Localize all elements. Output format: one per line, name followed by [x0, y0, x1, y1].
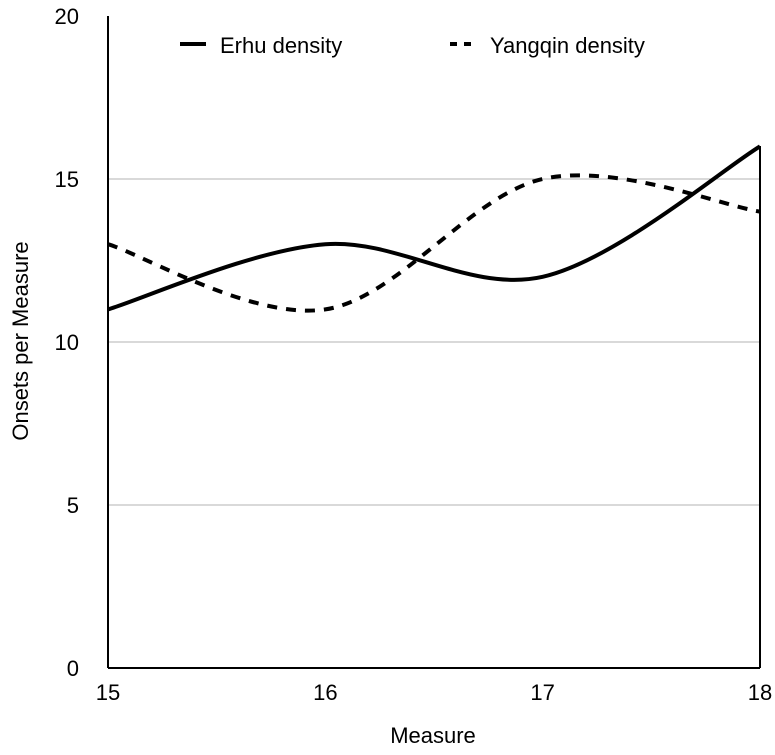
series-layer: [107, 144, 762, 313]
axis-layer: [107, 16, 761, 669]
x-tick-label-16: 16: [313, 680, 337, 705]
legend-item-erhu: Erhu density: [180, 33, 342, 58]
x-tick-label-18: 18: [748, 680, 772, 705]
y-tick-label-10: 10: [55, 330, 79, 355]
series-line-erhu: [107, 144, 762, 312]
y-tick-label-5: 5: [67, 493, 79, 518]
x-tick-label-17: 17: [530, 680, 554, 705]
grid-layer: [108, 178, 760, 506]
y-tick-label-20: 20: [55, 4, 79, 29]
y-tick-label-0: 0: [67, 656, 79, 681]
legend-label-erhu: Erhu density: [220, 33, 342, 58]
legend-item-yangqin: Yangqin density: [450, 33, 645, 58]
y-tick-label-15: 15: [55, 167, 79, 192]
legend-label-yangqin: Yangqin density: [490, 33, 645, 58]
x-axis-title: Measure: [390, 723, 476, 748]
series-line-yangqin: [107, 173, 761, 313]
tick-layer: 0 5 10 15 20 15 16 17 18: [55, 4, 773, 705]
y-axis-title: Onsets per Measure: [8, 241, 33, 440]
legend: Erhu density Yangqin density: [180, 33, 645, 58]
x-tick-label-15: 15: [96, 680, 120, 705]
